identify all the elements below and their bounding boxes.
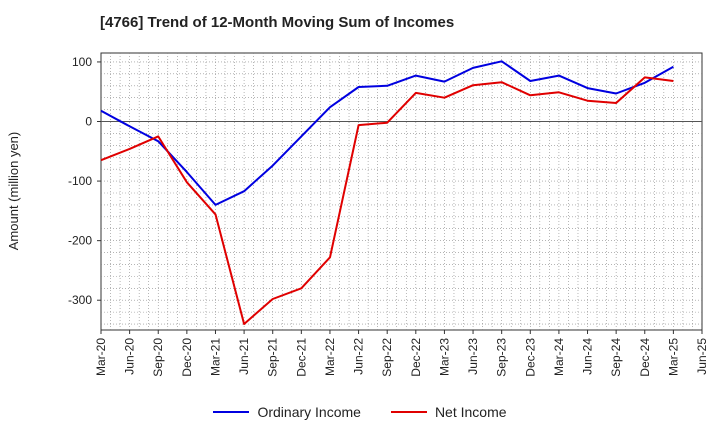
chart-title: [4766] Trend of 12-Month Moving Sum of I…	[100, 14, 455, 31]
y-tick-label: -300	[68, 293, 92, 307]
plot-area	[100, 52, 703, 331]
x-tick-label: Dec-21	[294, 338, 308, 377]
x-tick-label: Mar-25	[666, 338, 680, 376]
x-tick-label: Jun-24	[581, 338, 595, 375]
x-tick-label: Dec-22	[409, 338, 423, 377]
x-axis: Mar-20 Jun-20 Sep-20 Dec-20 Mar-21 Jun-21 Sep-…	[94, 330, 709, 377]
x-tick-label: Dec-24	[638, 338, 652, 377]
grid	[101, 53, 702, 330]
y-tick-label: -100	[68, 174, 92, 188]
y-tick-label: -200	[68, 234, 92, 248]
x-tick-label: Mar-22	[323, 338, 337, 376]
x-tick-label: Dec-23	[523, 338, 537, 377]
legend-label: Net Income	[434, 404, 507, 420]
y-axis: 100 0 -100 -200 -300	[68, 55, 101, 307]
x-tick-label: Jun-25	[695, 338, 709, 375]
x-tick-label: Sep-21	[266, 338, 280, 377]
y-tick-label: 100	[72, 55, 92, 69]
legend-label: Ordinary Income	[257, 404, 361, 420]
x-tick-label: Dec-20	[180, 338, 194, 377]
x-tick-label: Sep-22	[380, 338, 394, 377]
x-tick-label: Mar-23	[437, 338, 451, 376]
x-tick-label: Jun-23	[466, 338, 480, 375]
x-tick-label: Sep-24	[609, 338, 623, 377]
x-tick-label: Mar-24	[552, 338, 566, 376]
legend: Ordinary Income Net Income	[0, 404, 720, 420]
x-tick-label: Sep-23	[495, 338, 509, 377]
series-line-ordinary-income	[100, 60, 674, 206]
x-tick-label: Mar-20	[94, 338, 108, 376]
legend-item-net-income: Net Income	[390, 404, 507, 420]
legend-swatch	[390, 411, 427, 413]
legend-item-ordinary-income: Ordinary Income	[213, 404, 361, 420]
x-tick-label: Sep-20	[151, 338, 165, 377]
x-tick-label: Jun-21	[237, 338, 251, 375]
legend-swatch	[213, 411, 250, 413]
x-tick-label: Jun-20	[123, 338, 137, 375]
y-axis-label: Amount (million yen)	[6, 132, 21, 251]
series-line-net-income	[100, 76, 674, 325]
x-tick-label: Jun-22	[352, 338, 366, 375]
y-tick-label: 0	[85, 115, 92, 129]
x-tick-label: Mar-21	[208, 338, 222, 376]
series-group	[100, 60, 674, 325]
